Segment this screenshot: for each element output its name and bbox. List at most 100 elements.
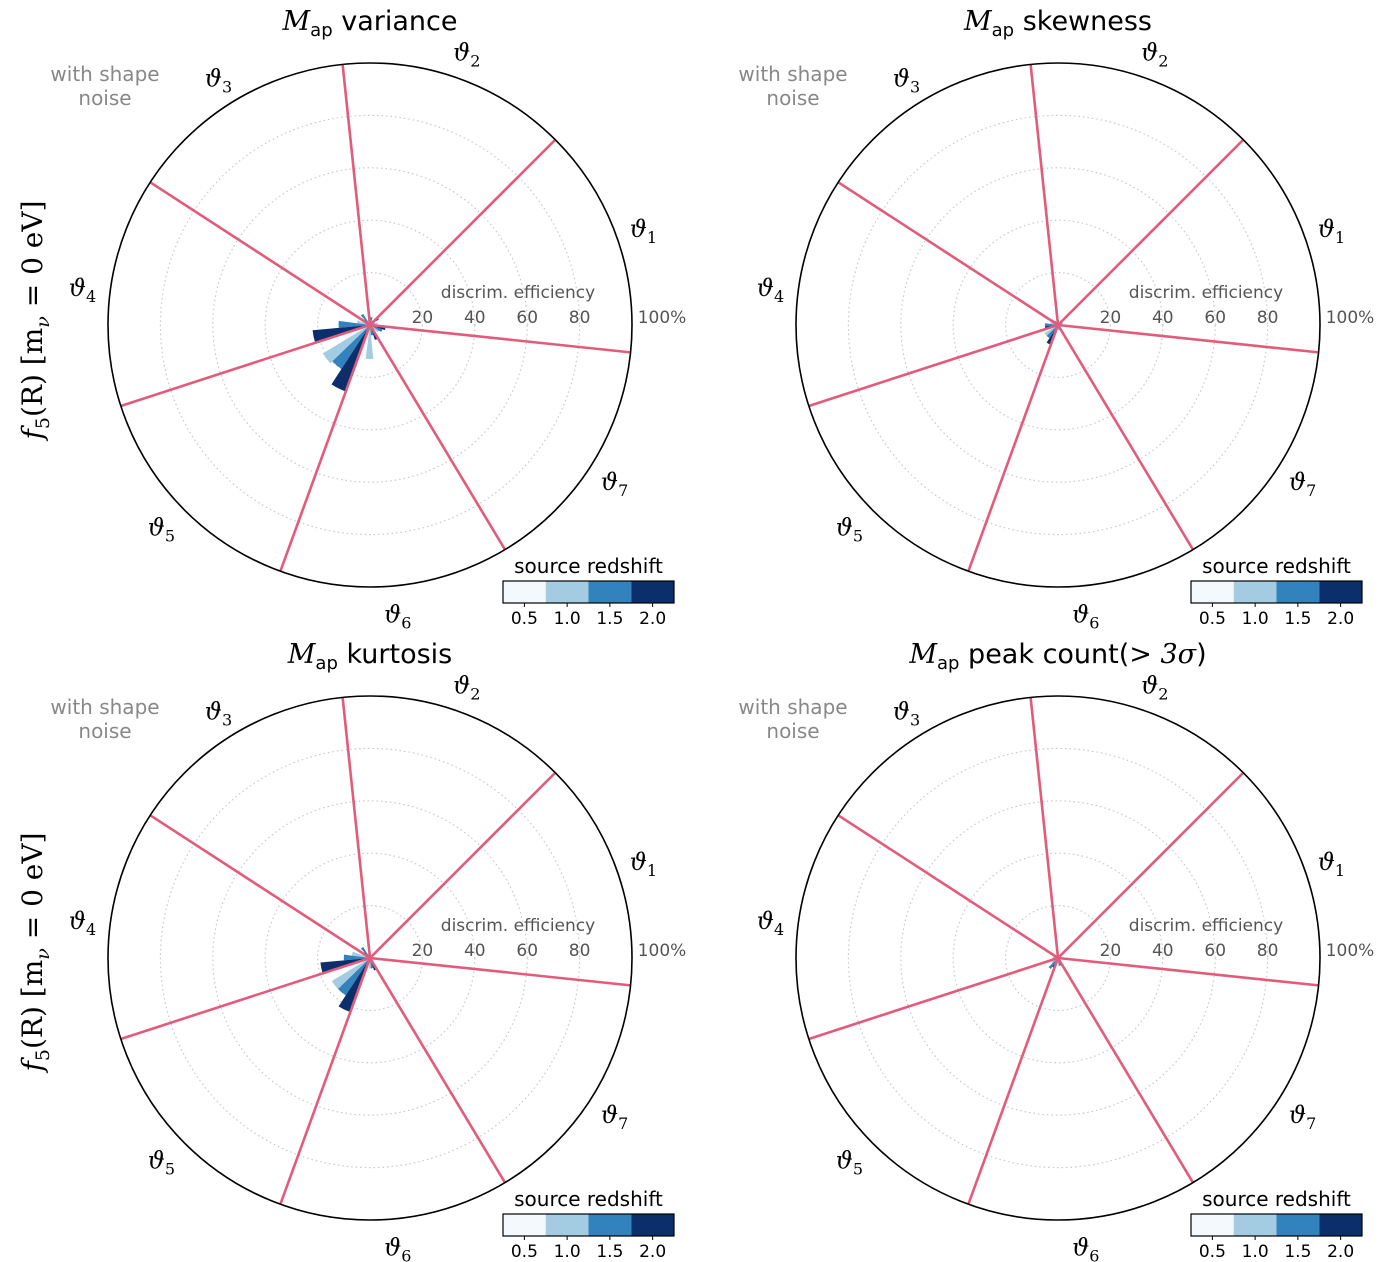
legend-title: source redshift [1202,554,1351,578]
legend-swatch [1191,581,1234,603]
sector-divider [369,138,557,326]
theta-label: ϑ3 [205,65,232,97]
theta-label: ϑ4 [757,907,784,939]
efficiency-label: discrim. efficiency [1129,916,1283,936]
radial-tick-label: 60 [516,308,538,328]
shape-noise-label: noise [766,719,819,743]
legend-tick-label: 0.5 [511,1242,538,1262]
sector-divider [369,323,631,354]
bar-ϑ5-z0.5 [342,325,370,340]
radial-tick-label: 80 [569,941,591,961]
legend-swatch [1233,581,1277,603]
theta-label: ϑ4 [69,907,96,939]
sector-divider [279,957,372,1205]
theta-label: ϑ5 [148,1146,175,1178]
radial-tick-label: 60 [1204,941,1226,961]
bar-ϑ5-z2.0 [338,958,370,1013]
sector-divider [808,956,1059,1041]
legend-swatch [588,1214,632,1236]
grid-circle [952,219,1164,431]
row-label-subnu: ν [32,948,54,960]
row-label-subnu: ν [32,316,54,328]
legend-tick-label: 2.0 [639,609,666,629]
panel-title: Map peak count(> 3σ) [908,639,1206,674]
legend-swatch [1191,1214,1234,1236]
legend-frame [502,1213,675,1237]
radial-tick-label: 60 [1204,308,1226,328]
panel-title: Map kurtosis [287,639,452,674]
grid-circle [900,800,1216,1116]
legend-tick-label: 2.0 [1327,609,1354,629]
sector-divider [369,771,557,959]
theta-label: ϑ5 [148,513,175,545]
legend-frame [502,580,675,604]
legend-tick-label: 1.0 [1242,1242,1269,1262]
theta-label: ϑ3 [893,65,920,97]
legend-swatch [503,1214,546,1236]
theta-label: ϑ7 [601,1101,628,1133]
radial-tick-label: 40 [1152,308,1174,328]
shape-noise-label: noise [766,86,819,110]
radial-tick-label: 60 [516,941,538,961]
grid-circle [1004,272,1111,379]
theta-label: ϑ5 [836,513,863,545]
legend-frame [1190,580,1363,604]
radial-tick-label: 40 [464,941,486,961]
grid-circle [212,167,528,483]
radial-tick-label: 40 [464,308,486,328]
sector-divider [1057,138,1245,326]
legend-tick-label: 1.5 [1284,609,1311,629]
efficiency-label: discrim. efficiency [441,916,595,936]
panel-map-variance: Map variance ϑ1 ϑ2 ϑ3 ϑ4 ϑ5 ϑ6 ϑ7 discrim. effic… [50,6,686,633]
theta-label: ϑ7 [1289,468,1316,500]
sector-divider [967,957,1060,1205]
legend-swatch [631,581,674,603]
sector-divider [368,957,507,1184]
legend-tick-label: 2.0 [639,1242,666,1262]
radial-tick-label: 80 [1257,308,1279,328]
row-label-mid: (R) [m [16,328,49,417]
sector-divider [967,324,1060,572]
radial-tick-label: 20 [412,941,434,961]
legend-swatch [1233,1214,1277,1236]
sector-divider [341,64,372,326]
grid-circle [317,272,424,379]
theta-label: ϑ4 [757,274,784,306]
legend-title: source redshift [514,1187,663,1211]
row-label-end: = 0 eV] [16,832,49,948]
grid-circle [264,852,476,1064]
radial-tick-label: 20 [1100,941,1122,961]
legend-swatch [1276,1214,1320,1236]
bar-ϑ7-z1.5 [370,325,383,333]
panel-map-skewness: Map skewness ϑ1 ϑ2 ϑ3 ϑ4 ϑ5 ϑ6 ϑ7 discrim. effic… [738,6,1374,633]
grid-circle [159,114,581,536]
panel-map-kurtosis: Map kurtosis ϑ1 ϑ2 ϑ3 ϑ4 ϑ5 ϑ6 ϑ7 discrim. effic… [50,639,686,1262]
bar-ϑ4-z1.5 [338,320,370,328]
outer-circle [795,62,1321,588]
sector-divider [1029,697,1060,959]
theta-label: ϑ2 [1141,39,1168,71]
legend-frame [1190,1213,1363,1237]
bar-ϑ5-z1.5 [332,325,370,369]
theta-label: ϑ1 [630,215,657,247]
legend-tick-label: 0.5 [1199,1242,1226,1262]
svg-text:f5(R) [mν = 0 eV]: f5(R) [mν = 0 eV] [16,200,54,441]
radial-tick-label: 100% [638,308,687,328]
sector-divider [1057,956,1319,987]
row-label-bottom: f5(R) [mν = 0 eV] [16,832,54,1073]
sector-divider [1057,323,1319,354]
legend-tick-label: 1.0 [554,609,581,629]
sector-divider [1056,324,1195,551]
bar-ϑ5-z1.5 [337,958,370,996]
theta-label: ϑ3 [205,698,232,730]
legend-tick-label: 1.5 [1284,1242,1311,1262]
row-label-end: = 0 eV] [16,200,49,316]
legend-tick-label: 0.5 [1199,609,1226,629]
theta-label: ϑ7 [1289,1101,1316,1133]
theta-label: ϑ5 [836,1146,863,1178]
sector-divider [1057,771,1245,959]
theta-label: ϑ7 [601,468,628,500]
theta-label: ϑ2 [1141,672,1168,704]
bar-ϑ6-z1.0 [368,958,372,969]
radial-tick-label: 20 [412,308,434,328]
